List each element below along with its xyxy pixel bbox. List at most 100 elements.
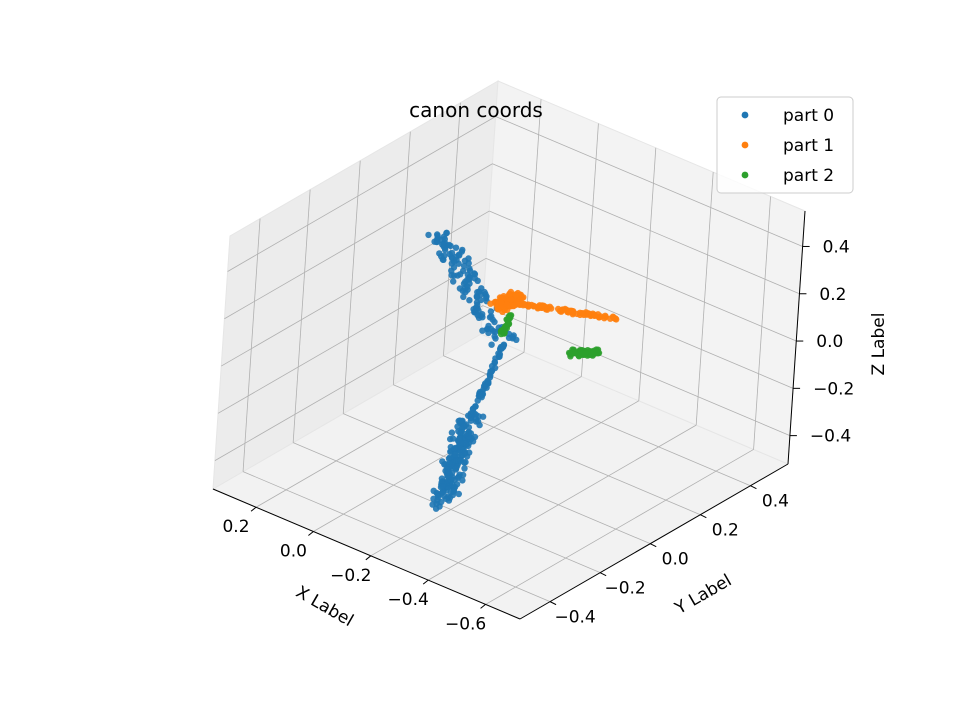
- data-point: [450, 488, 457, 495]
- y-tick-label: 0.0: [662, 550, 689, 570]
- data-point: [454, 423, 461, 430]
- grid-lines: [214, 99, 803, 605]
- data-point: [446, 250, 453, 258]
- z-tick-label: −0.2: [813, 379, 854, 399]
- x-axis-label: X Label: [292, 582, 356, 631]
- data-point: [440, 233, 448, 240]
- x-tick-label: 0.2: [222, 517, 249, 537]
- z-axis-label: Z Label: [869, 313, 889, 376]
- data-point: [434, 497, 441, 504]
- grid-x-floor: [485, 449, 754, 605]
- x-tick-mark: [250, 506, 257, 512]
- data-point: [479, 413, 487, 420]
- data-point: [452, 465, 460, 472]
- data-point: [474, 301, 481, 309]
- x-axis-line: [212, 488, 521, 620]
- data-point: [505, 313, 513, 320]
- y-tick-mark: [549, 601, 557, 606]
- data-point: [459, 287, 466, 295]
- data-point: [485, 329, 492, 337]
- y-tick-mark: [650, 543, 657, 548]
- data-point: [482, 294, 490, 302]
- data-point: [566, 350, 574, 357]
- grid-z-left-wall: [224, 163, 493, 320]
- data-point: [434, 238, 441, 245]
- grid-z-right-wall: [485, 257, 794, 389]
- legend-label: part 0: [783, 106, 834, 126]
- axes-panes: [211, 80, 806, 620]
- data-point: [540, 302, 547, 309]
- grid-y-wall: [392, 131, 411, 385]
- data-point: [510, 302, 517, 309]
- data-point: [425, 231, 432, 239]
- data-point: [503, 301, 510, 308]
- data-point: [465, 412, 472, 419]
- data-point: [448, 429, 456, 436]
- data-point: [460, 262, 468, 270]
- legend-marker: [741, 141, 749, 149]
- x-tick-mark: [365, 555, 372, 561]
- grid-x-wall: [523, 99, 542, 353]
- data-point: [455, 473, 462, 480]
- data-point: [489, 316, 496, 323]
- grid-z-right-wall: [489, 210, 797, 342]
- data-point: [472, 418, 480, 425]
- z-axis-line: [787, 210, 806, 465]
- z-tick-label: 0.0: [816, 332, 843, 352]
- data-point: [457, 271, 464, 278]
- data-point: [474, 277, 481, 284]
- x-tick-mark: [422, 579, 429, 585]
- data-point: [449, 435, 457, 442]
- data-point: [439, 241, 446, 248]
- data-point: [445, 468, 452, 476]
- grid-x-floor: [255, 351, 525, 508]
- data-point: [477, 296, 484, 304]
- data-point: [466, 297, 473, 304]
- data-point: [439, 488, 447, 496]
- grid-z-right-wall: [482, 305, 791, 436]
- data-point: [450, 278, 457, 285]
- data-point: [509, 333, 517, 341]
- y-tick-mark: [599, 572, 607, 577]
- data-point: [452, 244, 460, 251]
- data-point: [461, 449, 469, 456]
- data-point: [452, 253, 459, 261]
- data-point: [439, 483, 446, 490]
- legend-marker: [741, 171, 749, 179]
- grid-z-right-wall: [492, 163, 800, 295]
- data-point: [450, 445, 458, 452]
- data-point: [507, 291, 514, 299]
- data-point: [530, 302, 538, 310]
- data-point: [497, 345, 504, 352]
- data-point: [470, 306, 477, 313]
- grid-y-floor: [443, 355, 751, 487]
- grid-z-right-wall: [495, 116, 803, 247]
- data-point: [555, 305, 562, 313]
- data-point: [485, 378, 492, 385]
- data-point: [430, 487, 437, 494]
- data-point: [566, 307, 573, 314]
- x-tick-mark: [308, 531, 314, 536]
- data-point: [515, 299, 522, 306]
- grid-z-left-wall: [217, 257, 487, 414]
- z-tick-label: 0.4: [823, 238, 850, 258]
- grid-y-wall: [443, 102, 461, 356]
- data-point: [449, 481, 456, 488]
- y-axis-label: Y Label: [671, 571, 735, 620]
- series-part-1: [487, 288, 620, 323]
- grid-z-left-wall: [214, 305, 484, 461]
- data-point: [466, 265, 473, 272]
- z-tick-label: 0.2: [819, 285, 846, 305]
- data-point: [581, 350, 589, 357]
- data-point: [464, 276, 471, 283]
- data-point: [460, 423, 467, 430]
- legend: part 0 part 1 part 2: [716, 96, 854, 194]
- data-point: [601, 315, 608, 322]
- axis-lines: [212, 210, 810, 620]
- y-tick-mark: [750, 485, 757, 490]
- grid-y-floor: [292, 442, 601, 574]
- legend-box: [716, 96, 854, 194]
- grid-y-floor: [343, 413, 651, 545]
- z-tick-label: −0.4: [810, 427, 851, 447]
